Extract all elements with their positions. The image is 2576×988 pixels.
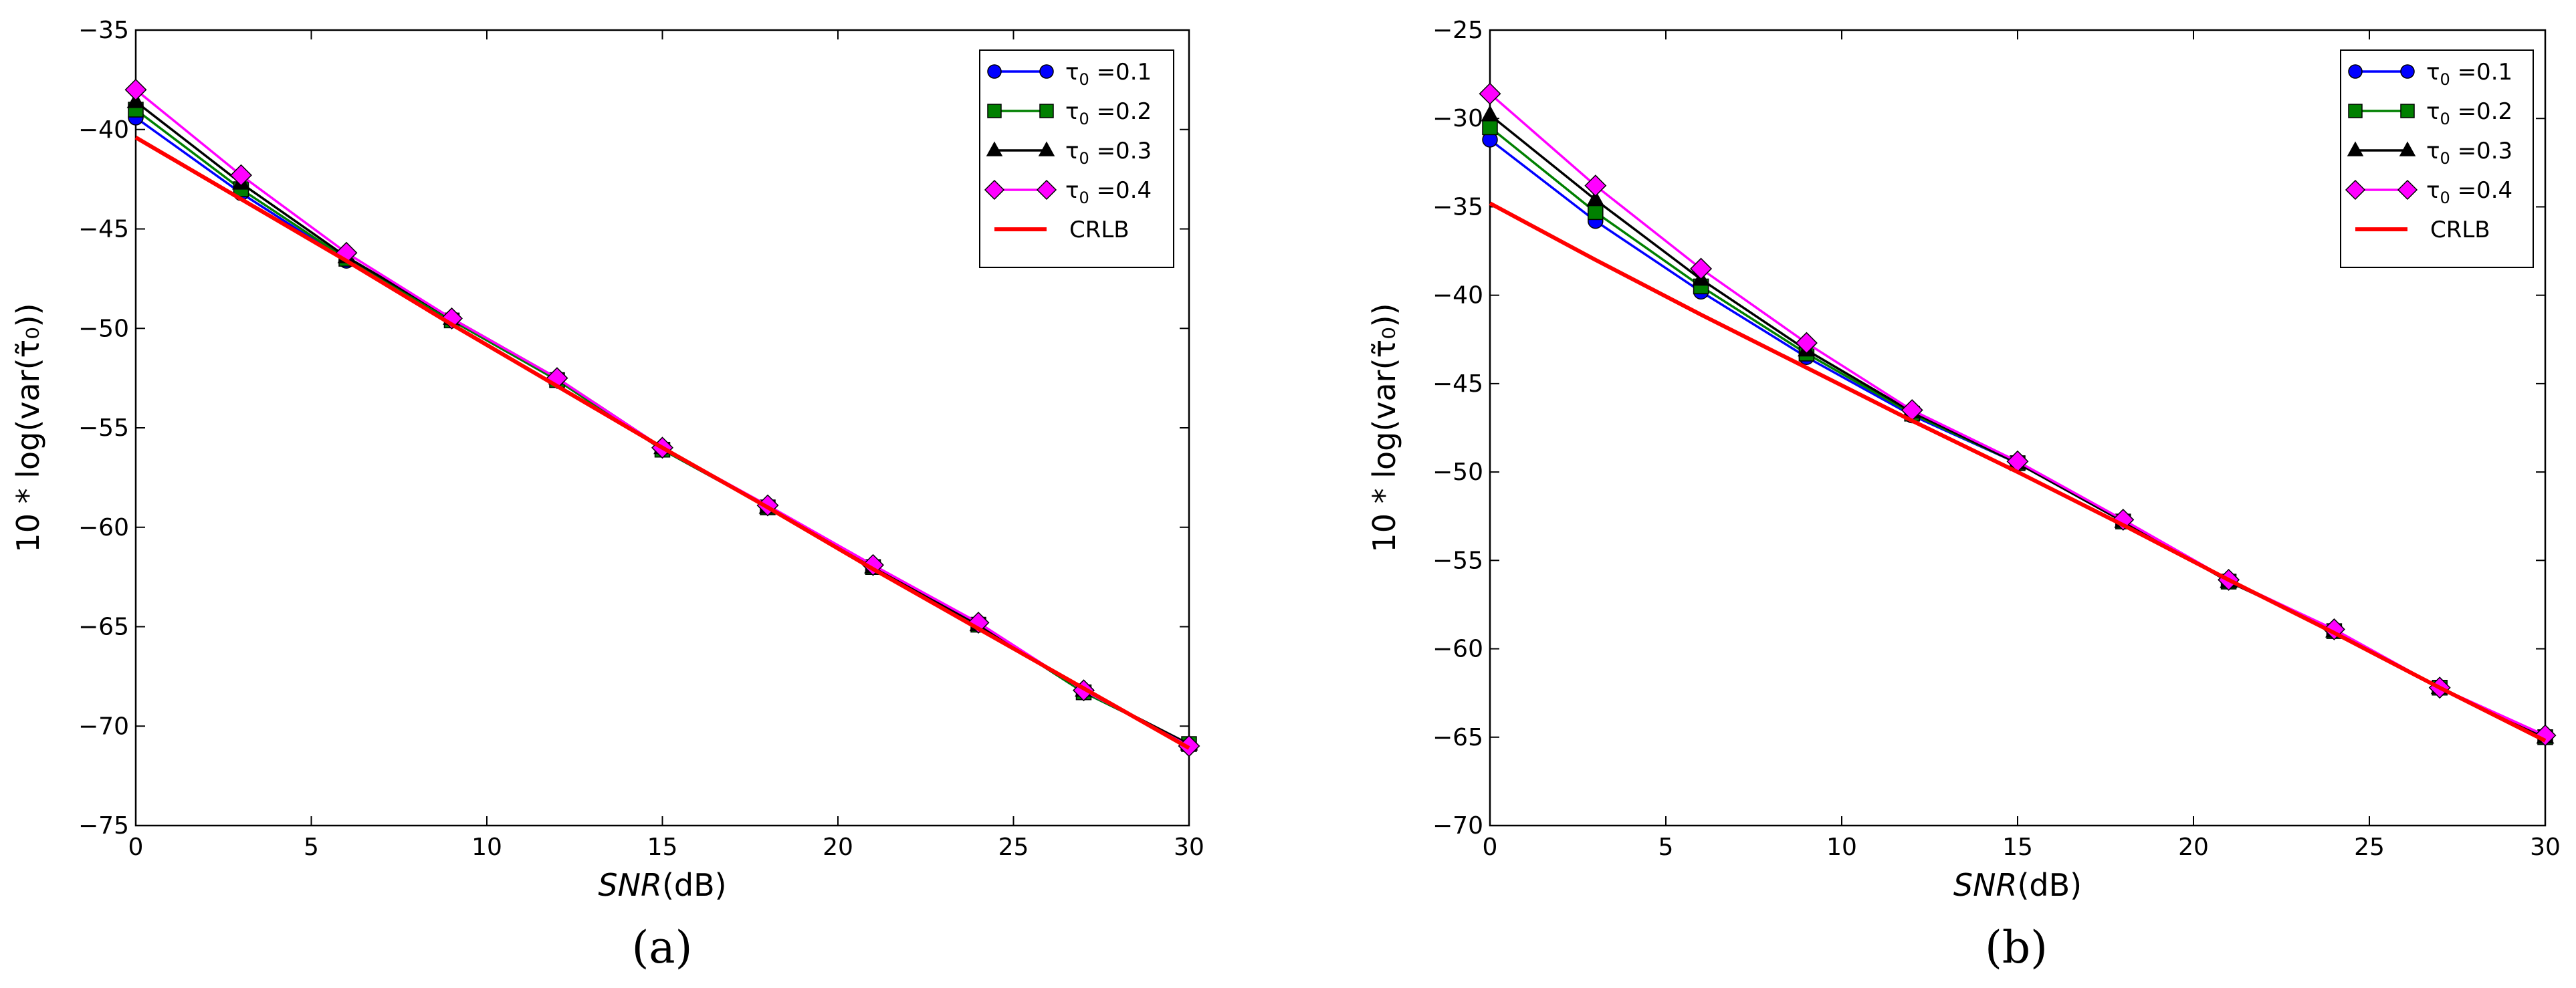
legend-marker-3 (2345, 179, 2366, 201)
x-tick-label: 30 (1174, 834, 1204, 861)
legend-label: τ0 =0.4 (1065, 177, 1152, 207)
data-point-series-2 (1481, 105, 1499, 122)
legend-marker-2 (2399, 141, 2416, 156)
legend-label: τ0 =0.3 (1065, 138, 1152, 168)
plot-area (1489, 29, 2547, 827)
x-tick-label: 30 (2530, 834, 2561, 861)
y-tick-label: −45 (1432, 370, 1483, 398)
data-point-series-3 (1479, 82, 1501, 105)
legend-marker-0 (987, 64, 1002, 79)
legend-marker-3 (984, 179, 1005, 201)
legend-marker-3 (2397, 179, 2418, 201)
x-tick-label: 15 (647, 834, 678, 861)
series-line-4 (1489, 201, 2547, 743)
legend-marker-0 (2348, 64, 2363, 79)
y-tick-label: −50 (78, 315, 129, 342)
data-point-series-3 (1795, 332, 1818, 354)
y-tick-label: −60 (1432, 636, 1483, 663)
y-tick-label: −45 (78, 216, 129, 243)
data-point-series-3 (1690, 257, 1713, 280)
data-point-series-3 (2112, 509, 2135, 531)
legend-marker-2 (986, 141, 1003, 156)
legend-marker-1 (1039, 104, 1054, 118)
series-line-4 (134, 136, 1190, 750)
data-point-series-3 (230, 164, 252, 187)
panel-label: (a) (632, 922, 693, 973)
x-axis-label: SNR(dB) (598, 867, 726, 903)
x-tick-label: 20 (823, 834, 853, 861)
legend-marker-0 (2400, 64, 2415, 79)
x-tick-label: 25 (2354, 834, 2385, 861)
x-tick-label: 10 (1826, 834, 1857, 861)
y-tick-label: −65 (1432, 724, 1483, 751)
legend-marker-3 (1036, 179, 1057, 201)
panel-a: 0 5 10 15 20 25 30 −75 −70 −65 −60 −55 −50 −45 −40 −35 S… (10, 17, 1204, 973)
y-tick-label: −65 (78, 614, 129, 641)
y-tick-label: −35 (78, 17, 129, 44)
y-tick-label: −70 (78, 713, 129, 740)
x-tick-label: 0 (1483, 834, 1498, 861)
legend-label: CRLB (2430, 217, 2490, 243)
x-tick-label: 5 (304, 834, 319, 861)
legend-label: τ0 =0.2 (1065, 98, 1152, 128)
legend: τ0 =0.1 τ0 =0.2 τ0 =0.3 τ0 =0.4 CRLB (979, 49, 1174, 268)
y-tick-label: −60 (78, 514, 129, 541)
legend-label: τ0 =0.1 (2426, 59, 2512, 89)
legend-marker-2 (1038, 141, 1055, 156)
data-point-series-3 (2534, 724, 2557, 747)
y-tick-label: −40 (78, 116, 129, 144)
y-tick-label: −25 (1432, 17, 1483, 44)
legend-label: τ0 =0.3 (2426, 138, 2512, 168)
legend: τ0 =0.1 τ0 =0.2 τ0 =0.3 τ0 =0.4 CRLB (2340, 49, 2534, 268)
legend-label: τ0 =0.1 (1065, 59, 1152, 89)
data-point-series-2 (1586, 190, 1605, 207)
legend-marker-1 (2400, 104, 2415, 118)
y-tick-label: −40 (1432, 282, 1483, 310)
x-axis-label: SNR(dB) (1953, 867, 2082, 903)
y-tick-label: −35 (1432, 193, 1483, 221)
x-tick-label: 20 (2178, 834, 2209, 861)
legend-label: τ0 =0.4 (2426, 177, 2512, 207)
legend-label: CRLB (1069, 217, 1130, 243)
x-tick-label: 25 (998, 834, 1029, 861)
data-point-series-3 (124, 78, 147, 101)
x-tick-label: 0 (128, 834, 144, 861)
data-point-series-1 (1588, 204, 1604, 221)
y-tick-label: −70 (1432, 812, 1483, 840)
panel-b: 0 5 10 15 20 25 30 −70 −65 −60 −55 −50 −45 −40 −35 −30 −… (1366, 17, 2561, 973)
data-point-series-1 (1482, 119, 1498, 136)
x-tick-label: 5 (1658, 834, 1674, 861)
x-tick-label: 15 (2002, 834, 2033, 861)
legend-marker-0 (1039, 64, 1054, 79)
legend-label: τ0 =0.2 (2426, 98, 2512, 128)
legend-marker-1 (987, 104, 1002, 118)
y-tick-label: −50 (1432, 459, 1483, 486)
legend-marker-1 (2348, 104, 2363, 118)
y-tick-label: −55 (78, 414, 129, 442)
data-point-series-3 (2323, 618, 2345, 640)
y-axis-label: 10 * log(var(τ̃₀)) (10, 303, 46, 552)
y-tick-label: −30 (1432, 105, 1483, 132)
legend-marker-2 (2347, 141, 2364, 156)
x-tick-label: 10 (471, 834, 502, 861)
y-tick-label: −55 (1432, 547, 1483, 574)
data-point-series-3 (1584, 174, 1607, 197)
y-axis-label: 10 * log(var(τ̃₀)) (1366, 303, 1402, 552)
panel-label: (b) (1985, 922, 2048, 973)
y-tick-label: −75 (78, 812, 129, 840)
data-point-series-3 (441, 307, 463, 330)
